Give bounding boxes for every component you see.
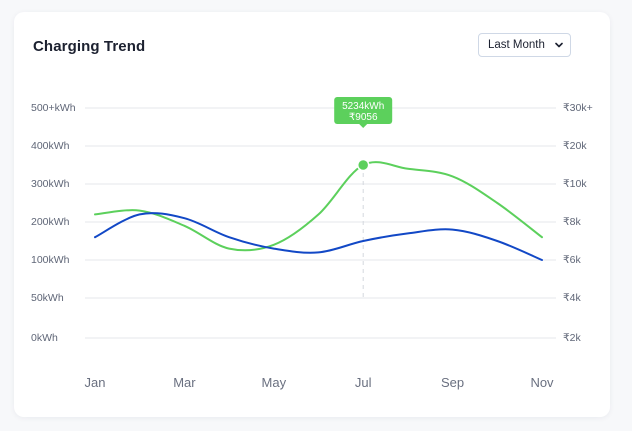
y-left-tick-label: 200kWh xyxy=(31,216,70,228)
series-lines xyxy=(94,161,543,261)
tooltip-cost: ₹9056 xyxy=(349,112,378,123)
y-left-tick-label: 100kWh xyxy=(31,254,70,266)
y-right-tick-label: ₹30k+ xyxy=(563,102,593,114)
card-title: Charging Trend xyxy=(33,38,146,55)
tooltip-arrow xyxy=(359,124,368,128)
x-tick-label: Mar xyxy=(173,375,196,390)
y-right-tick-label: ₹2k xyxy=(563,332,582,344)
x-tick-label: Sep xyxy=(441,375,464,390)
y-axis-right-ticks: ₹2k ₹4k ₹6k ₹8k ₹10k ₹20k ₹30k+ xyxy=(563,102,593,344)
y-axis-left-ticks: 0kWh 50kWh 100kWh 200kWh 300kWh 400kWh 500+kWh xyxy=(31,102,76,344)
grid-lines xyxy=(85,107,556,339)
y-right-tick-label: ₹6k xyxy=(563,254,582,266)
y-right-tick-label: ₹20k xyxy=(563,140,587,152)
y-left-tick-label: 50kWh xyxy=(31,292,64,304)
tooltip-box xyxy=(334,97,393,124)
y-left-tick-label: 0kWh xyxy=(31,332,58,344)
charging-trend-card: Charging Trend Last Month xyxy=(14,12,610,417)
tooltip-energy: 5234kWh xyxy=(342,101,384,112)
tooltip: 5234kWh ₹9056 xyxy=(334,97,393,128)
y-right-tick-label: ₹10k xyxy=(563,178,587,190)
hover-point[interactable] xyxy=(356,158,370,172)
series-line-green xyxy=(94,161,543,252)
y-left-tick-label: 500+kWh xyxy=(31,102,76,114)
y-right-tick-label: ₹8k xyxy=(563,216,582,228)
y-right-tick-label: ₹4k xyxy=(563,292,582,304)
x-tick-label: Jul xyxy=(355,375,372,390)
x-tick-label: May xyxy=(262,375,287,390)
chevron-down-icon xyxy=(555,42,563,48)
series-line-blue xyxy=(94,212,543,261)
y-left-tick-label: 400kWh xyxy=(31,140,70,152)
period-select[interactable]: Last Month xyxy=(478,33,571,57)
y-left-tick-label: 300kWh xyxy=(31,178,70,190)
x-axis-ticks: Jan Mar May Jul Sep Nov xyxy=(85,375,555,390)
period-select-value: Last Month xyxy=(488,39,545,51)
x-tick-label: Nov xyxy=(530,375,554,390)
x-tick-label: Jan xyxy=(85,375,106,390)
